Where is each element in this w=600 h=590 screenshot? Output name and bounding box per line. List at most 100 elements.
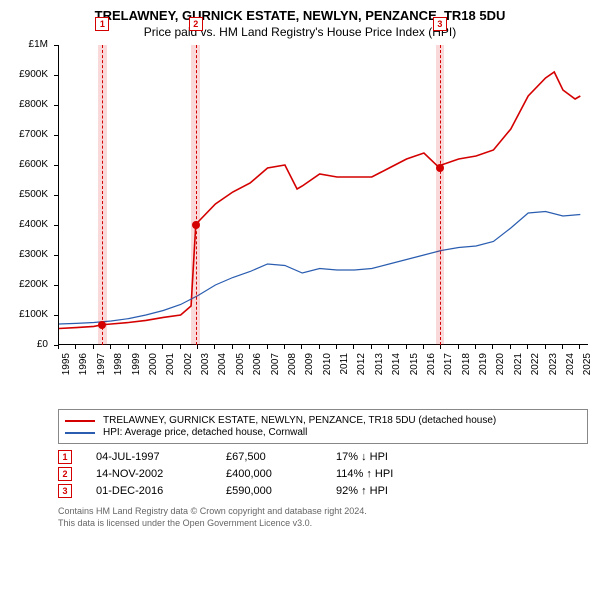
event-row: 2 14-NOV-2002 £400,000 114% ↑ HPI (58, 467, 588, 481)
x-tick (267, 345, 268, 349)
legend-swatch-property (65, 420, 95, 422)
x-tick (388, 345, 389, 349)
legend-row-hpi: HPI: Average price, detached house, Corn… (65, 427, 581, 438)
event-price: £400,000 (226, 468, 336, 480)
x-axis-label: 2025 (582, 353, 593, 383)
x-axis-label: 2010 (322, 353, 333, 383)
event-marker-dot (436, 164, 444, 172)
event-marker-box: 1 (95, 17, 109, 31)
footer-line-2: This data is licensed under the Open Gov… (58, 518, 588, 530)
legend-swatch-hpi (65, 432, 95, 434)
x-tick (527, 345, 528, 349)
x-tick (249, 345, 250, 349)
event-date: 14-NOV-2002 (96, 468, 226, 480)
y-axis-label: £600K (8, 159, 48, 170)
legend-row-property: TRELAWNEY, GURNICK ESTATE, NEWLYN, PENZA… (65, 415, 581, 426)
x-axis-label: 2015 (409, 353, 420, 383)
footer-attribution: Contains HM Land Registry data © Crown c… (58, 506, 588, 529)
event-marker-line (102, 45, 103, 345)
event-marker-dot (192, 221, 200, 229)
x-axis-label: 2008 (287, 353, 298, 383)
x-axis-label: 1997 (96, 353, 107, 383)
event-marker-box: 3 (58, 484, 72, 498)
x-tick (75, 345, 76, 349)
x-tick (58, 345, 59, 349)
event-date: 04-JUL-1997 (96, 451, 226, 463)
y-axis-label: £700K (8, 129, 48, 140)
event-marker-dot (98, 321, 106, 329)
x-tick (301, 345, 302, 349)
x-tick (232, 345, 233, 349)
chart-area: 123 £0£100K£200K£300K£400K£500K£600K£700… (8, 45, 592, 405)
x-axis-label: 2021 (513, 353, 524, 383)
event-pct: 17% ↓ HPI (336, 451, 388, 463)
y-axis-label: £900K (8, 69, 48, 80)
series-line-property (59, 72, 580, 329)
y-tick (54, 105, 58, 106)
y-tick (54, 255, 58, 256)
x-axis-label: 2022 (530, 353, 541, 383)
y-axis-label: £1M (8, 39, 48, 50)
event-row: 1 04-JUL-1997 £67,500 17% ↓ HPI (58, 450, 588, 464)
y-tick (54, 165, 58, 166)
x-tick (545, 345, 546, 349)
events-table: 1 04-JUL-1997 £67,500 17% ↓ HPI 2 14-NOV… (58, 450, 588, 498)
x-tick (110, 345, 111, 349)
x-tick (214, 345, 215, 349)
y-axis-label: £200K (8, 279, 48, 290)
x-axis-label: 1998 (113, 353, 124, 383)
x-tick (162, 345, 163, 349)
y-axis-label: £100K (8, 309, 48, 320)
y-tick (54, 45, 58, 46)
series-svg (59, 45, 589, 345)
y-axis-label: £300K (8, 249, 48, 260)
x-axis-label: 2006 (252, 353, 263, 383)
event-row: 3 01-DEC-2016 £590,000 92% ↑ HPI (58, 484, 588, 498)
x-tick (93, 345, 94, 349)
x-tick (475, 345, 476, 349)
x-axis-label: 2014 (391, 353, 402, 383)
x-tick (180, 345, 181, 349)
x-axis-label: 1999 (131, 353, 142, 383)
x-axis-label: 2011 (339, 353, 350, 383)
x-tick (440, 345, 441, 349)
x-tick (579, 345, 580, 349)
x-tick (371, 345, 372, 349)
plot-region: 123 (58, 45, 588, 345)
x-axis-label: 2000 (148, 353, 159, 383)
x-axis-label: 2018 (461, 353, 472, 383)
x-axis-label: 2017 (443, 353, 454, 383)
series-line-hpi (59, 212, 580, 325)
x-axis-label: 2019 (478, 353, 489, 383)
x-tick (510, 345, 511, 349)
x-tick (353, 345, 354, 349)
x-axis-label: 2001 (165, 353, 176, 383)
event-pct: 92% ↑ HPI (336, 485, 388, 497)
x-axis-label: 2007 (270, 353, 281, 383)
x-tick (423, 345, 424, 349)
event-marker-line (196, 45, 197, 345)
y-tick (54, 135, 58, 136)
y-axis-label: £500K (8, 189, 48, 200)
x-axis-label: 2003 (200, 353, 211, 383)
event-marker-box: 3 (433, 17, 447, 31)
y-tick (54, 225, 58, 226)
y-tick (54, 285, 58, 286)
x-axis-label: 2016 (426, 353, 437, 383)
legend: TRELAWNEY, GURNICK ESTATE, NEWLYN, PENZA… (58, 409, 588, 444)
x-axis-label: 2013 (374, 353, 385, 383)
legend-label-property: TRELAWNEY, GURNICK ESTATE, NEWLYN, PENZA… (103, 415, 496, 426)
event-marker-line (440, 45, 441, 345)
x-axis-label: 2020 (495, 353, 506, 383)
event-price: £67,500 (226, 451, 336, 463)
event-date: 01-DEC-2016 (96, 485, 226, 497)
event-pct: 114% ↑ HPI (336, 468, 393, 480)
y-axis-label: £800K (8, 99, 48, 110)
x-axis-label: 1995 (61, 353, 72, 383)
x-axis-label: 2005 (235, 353, 246, 383)
x-axis-label: 2023 (548, 353, 559, 383)
x-tick (406, 345, 407, 349)
event-price: £590,000 (226, 485, 336, 497)
y-tick (54, 75, 58, 76)
x-tick (562, 345, 563, 349)
